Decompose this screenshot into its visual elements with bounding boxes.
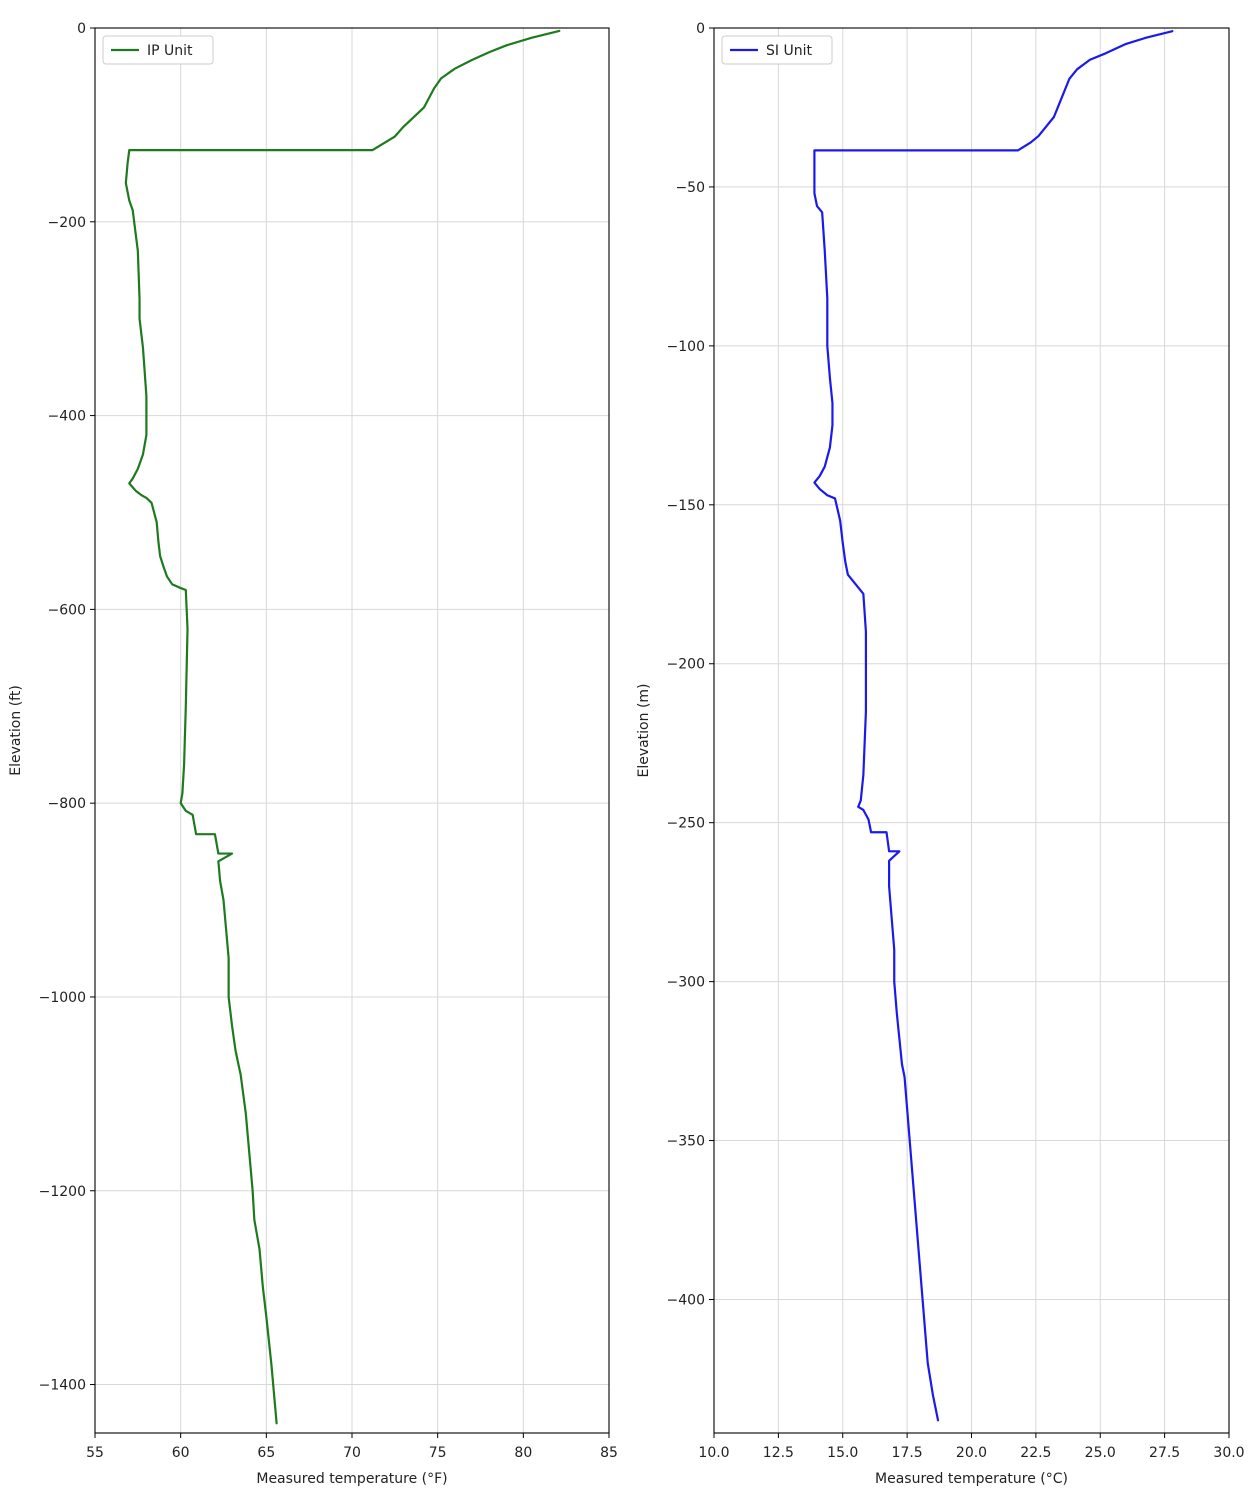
y-tick-label-8: −400 bbox=[667, 1292, 705, 1308]
x-tick-label-2: 65 bbox=[257, 1445, 275, 1461]
x-tick-label-6: 25.0 bbox=[1085, 1445, 1116, 1461]
y-tick-label-0: 0 bbox=[696, 21, 705, 37]
legend-entry-0: SI Unit bbox=[766, 43, 812, 59]
x-tick-label-3: 17.5 bbox=[892, 1445, 923, 1461]
x-tick-label-5: 22.5 bbox=[1020, 1445, 1051, 1461]
chart-si-unit: 10.0 12.5 15.0 17.5 20.0 22.5 25.0 27.5 30.0 0 −50… bbox=[636, 21, 1245, 1487]
legend-entry-0: IP Unit bbox=[147, 43, 193, 59]
y-tick-label-2: −400 bbox=[48, 409, 86, 425]
x-tick-label-4: 75 bbox=[429, 1445, 447, 1461]
y-tick-label-1: −200 bbox=[48, 215, 86, 231]
y-axis-label: Elevation (ft) bbox=[8, 685, 24, 776]
y-tick-label-5: −250 bbox=[667, 816, 705, 832]
x-tick-label-1: 60 bbox=[172, 1445, 190, 1461]
y-tick-label-4: −200 bbox=[667, 657, 705, 673]
legend: SI Unit bbox=[721, 35, 833, 65]
y-tick-label-2: −100 bbox=[667, 339, 705, 355]
x-tick-label-6: 85 bbox=[600, 1445, 618, 1461]
x-tick-label-8: 30.0 bbox=[1213, 1445, 1244, 1461]
x-tick-label-7: 27.5 bbox=[1149, 1445, 1180, 1461]
x-axis-label: Measured temperature (°F) bbox=[256, 1471, 447, 1487]
y-tick-label-6: −1200 bbox=[39, 1184, 86, 1200]
y-tick-label-6: −300 bbox=[667, 975, 705, 991]
y-tick-label-3: −150 bbox=[667, 498, 705, 514]
x-tick-label-0: 55 bbox=[86, 1445, 104, 1461]
x-axis-label: Measured temperature (°C) bbox=[875, 1471, 1068, 1487]
chart-ip-unit: 55 60 65 70 75 80 85 0 −200 −400 −600 −800 −1000 −120… bbox=[8, 21, 618, 1487]
legend-box bbox=[102, 35, 214, 65]
legend: IP Unit bbox=[102, 35, 214, 65]
x-tick-label-5: 80 bbox=[514, 1445, 532, 1461]
y-tick-label-7: −350 bbox=[667, 1134, 705, 1150]
y-tick-label-1: −50 bbox=[675, 180, 705, 196]
series-line-0 bbox=[813, 30, 1174, 1422]
x-tick-label-3: 70 bbox=[343, 1445, 361, 1461]
y-tick-label-3: −600 bbox=[48, 602, 86, 618]
x-tick-label-4: 20.0 bbox=[956, 1445, 987, 1461]
x-tick-label-2: 15.0 bbox=[827, 1445, 858, 1461]
y-axis-label: Elevation (m) bbox=[636, 683, 652, 777]
y-tick-label-0: 0 bbox=[77, 21, 86, 37]
y-tick-label-5: −1000 bbox=[39, 990, 86, 1006]
x-tick-label-1: 12.5 bbox=[763, 1445, 794, 1461]
legend-box bbox=[721, 35, 833, 65]
y-tick-label-7: −1400 bbox=[39, 1378, 86, 1394]
series-line-0 bbox=[124, 29, 561, 1425]
y-tick-label-4: −800 bbox=[48, 796, 86, 812]
x-tick-label-0: 10.0 bbox=[698, 1445, 729, 1461]
